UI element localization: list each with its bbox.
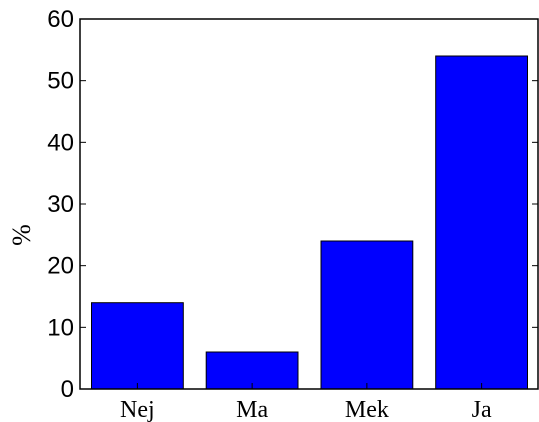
y-tick-label: 20: [47, 253, 74, 280]
x-tick-label-ma: Ma: [236, 397, 268, 422]
y-tick-label: 30: [47, 191, 74, 218]
x-tick-label-ja: Ja: [472, 397, 492, 422]
y-tick-label: 60: [47, 6, 74, 33]
bar-ja: [436, 56, 528, 389]
y-tick-label: 0: [61, 376, 74, 403]
y-tick-label: 10: [47, 314, 74, 341]
y-axis-label: %: [7, 224, 36, 246]
y-tick-label: 40: [47, 129, 74, 156]
y-tick-label: 50: [47, 68, 74, 95]
bar-nej: [92, 303, 184, 389]
x-tick-label-mek: Mek: [345, 397, 389, 422]
bar-mek: [321, 241, 413, 389]
x-tick-label-nej: Nej: [120, 397, 155, 422]
